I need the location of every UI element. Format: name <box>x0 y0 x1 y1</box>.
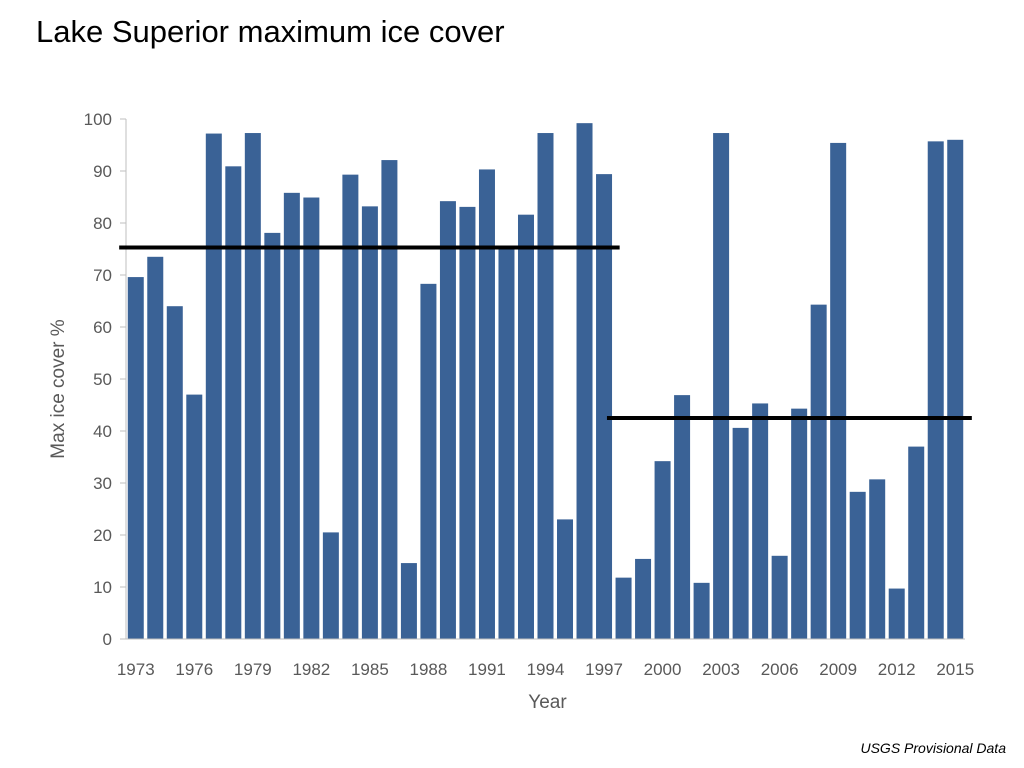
x-tick-label: 1979 <box>234 660 272 679</box>
bar-1992 <box>498 247 515 639</box>
bar-2004 <box>732 427 749 639</box>
y-tick-label: 70 <box>93 266 112 285</box>
x-tick-label: 1997 <box>585 660 623 679</box>
x-tick-label: 1988 <box>410 660 448 679</box>
bar-1981 <box>283 192 300 639</box>
bar-1989 <box>439 201 456 639</box>
bar-1984 <box>342 174 359 639</box>
bar-2014 <box>927 141 944 640</box>
x-tick-label: 1976 <box>175 660 213 679</box>
bar-2009 <box>830 142 847 640</box>
x-tick-label: 1985 <box>351 660 389 679</box>
bar-1995 <box>557 519 574 639</box>
bar-1986 <box>381 160 398 639</box>
bar-1978 <box>225 166 242 639</box>
x-tick-label: 2006 <box>761 660 799 679</box>
bar-2006 <box>771 555 788 639</box>
x-tick-label: 1991 <box>468 660 506 679</box>
bar-1980 <box>264 232 281 639</box>
x-axis-title: Year <box>528 692 567 713</box>
bar-1990 <box>459 206 476 639</box>
bar-2008 <box>810 304 827 639</box>
source-note: USGS Provisional Data <box>860 740 1006 756</box>
y-tick-label: 50 <box>93 370 112 389</box>
bar-2002 <box>693 582 710 639</box>
bar-1975 <box>166 306 183 639</box>
y-tick-label: 0 <box>103 630 112 649</box>
y-tick-label: 10 <box>93 578 112 597</box>
bar-1988 <box>420 283 437 639</box>
y-tick-label: 80 <box>93 214 112 233</box>
x-tick-label: 1973 <box>117 660 155 679</box>
x-tick-label: 2012 <box>878 660 916 679</box>
bar-2015 <box>947 139 964 640</box>
y-tick-label: 20 <box>93 526 112 545</box>
y-tick-label: 30 <box>93 474 112 493</box>
y-tick-label: 60 <box>93 318 112 337</box>
x-tick-label: 1982 <box>292 660 330 679</box>
bar-1979 <box>244 133 261 640</box>
bar-1993 <box>517 214 534 639</box>
bar-2011 <box>869 479 886 639</box>
bar-1985 <box>361 206 378 640</box>
bar-2000 <box>654 461 671 639</box>
bar-2012 <box>888 588 905 639</box>
y-tick-label: 40 <box>93 422 112 441</box>
x-tick-label: 2003 <box>702 660 740 679</box>
x-tick-label: 2000 <box>644 660 682 679</box>
bar-1974 <box>147 256 164 639</box>
x-tick-label: 2015 <box>936 660 974 679</box>
bar-1997 <box>596 174 613 639</box>
bar-1994 <box>537 133 554 640</box>
bar-2005 <box>752 403 769 639</box>
bar-1998 <box>615 577 632 639</box>
bar-1976 <box>186 394 203 639</box>
bar-1987 <box>400 563 417 639</box>
y-tick-label: 90 <box>93 162 112 181</box>
bar-1999 <box>635 558 652 639</box>
bar-2007 <box>791 408 808 639</box>
bar-2001 <box>674 395 691 639</box>
bar-1983 <box>322 532 339 639</box>
y-tick-label: 100 <box>84 110 112 129</box>
bar-1982 <box>303 197 320 639</box>
x-tick-label: 2009 <box>819 660 857 679</box>
bar-1991 <box>478 169 495 639</box>
chart-title: Lake Superior maximum ice cover <box>36 14 505 49</box>
bar-1977 <box>205 133 222 639</box>
bar-2003 <box>713 133 730 640</box>
bar-2010 <box>849 491 866 639</box>
bar-1973 <box>127 277 144 639</box>
y-axis-title: Max ice cover % <box>48 319 69 458</box>
x-tick-label: 1994 <box>527 660 565 679</box>
bar-1996 <box>576 123 593 639</box>
bar-2013 <box>908 446 925 639</box>
